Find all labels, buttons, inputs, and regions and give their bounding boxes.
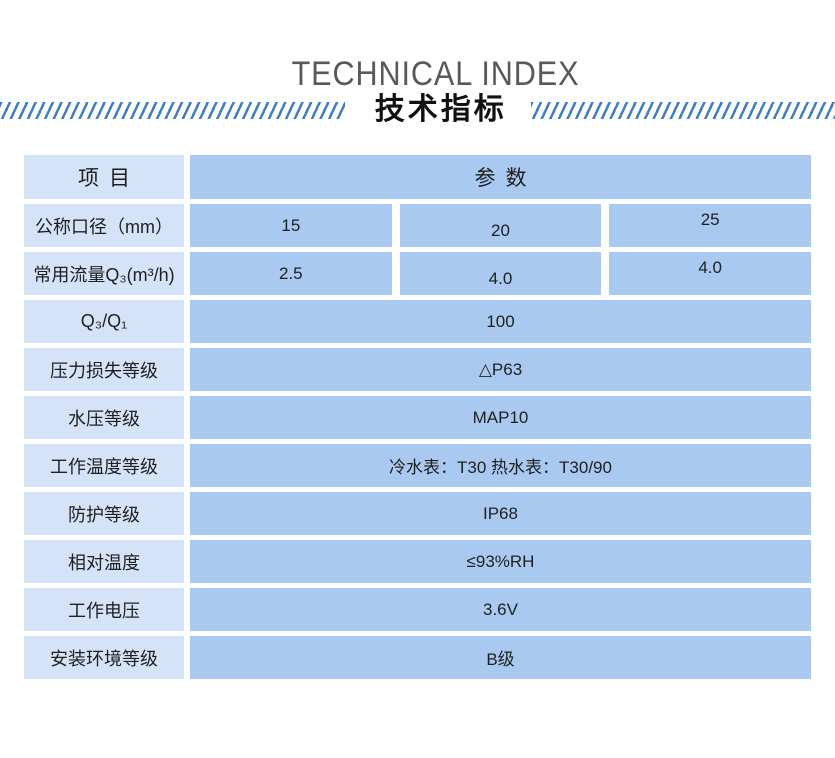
row-label: Q₃/Q₁ <box>24 300 184 343</box>
row-label: 常用流量Q₃(m³/h) <box>24 252 184 295</box>
table-row-nominal-diameter: 公称口径（mm） 15 20 25 <box>24 204 811 247</box>
row-value-cell: 2.5 <box>190 252 392 295</box>
row-value: △P63 <box>190 348 811 391</box>
table-row-installation-environment: 安装环境等级 B级 <box>24 636 811 679</box>
title-banner: 技术指标 <box>0 92 835 128</box>
table-row-pressure-loss: 压力损失等级 △P63 <box>24 348 811 391</box>
table-header-row: 项目 参数 <box>24 155 811 199</box>
row-label: 防护等级 <box>24 492 184 535</box>
row-value: MAP10 <box>190 396 811 439</box>
row-value-cell: 15 <box>190 204 392 247</box>
row-value-cell: 20 <box>399 204 602 247</box>
row-label: 公称口径（mm） <box>24 204 184 247</box>
row-value: IP68 <box>190 492 811 535</box>
row-label: 工作电压 <box>24 588 184 631</box>
table-row-water-pressure: 水压等级 MAP10 <box>24 396 811 439</box>
row-value-cell: 4.0 <box>609 252 811 295</box>
table-row-working-temperature: 工作温度等级 冷水表：T30 热水表：T30/90 <box>24 444 811 487</box>
table-row-protection-class: 防护等级 IP68 <box>24 492 811 535</box>
header-params-cell: 参数 <box>190 155 811 199</box>
row-value-cell: 25 <box>609 204 811 247</box>
row-value: 100 <box>190 300 811 343</box>
row-label: 水压等级 <box>24 396 184 439</box>
row-label: 工作温度等级 <box>24 444 184 487</box>
row-value: 3.6V <box>190 588 811 631</box>
row-label: 相对温度 <box>24 540 184 583</box>
header-item-cell: 项目 <box>24 155 184 199</box>
spec-table: 项目 参数 公称口径（mm） 15 20 25 常用流量Q₃(m³/h) 2.5… <box>24 155 811 679</box>
row-label: 安装环境等级 <box>24 636 184 679</box>
table-row-common-flow: 常用流量Q₃(m³/h) 2.5 4.0 4.0 <box>24 252 811 295</box>
page-title-zh: 技术指标 <box>374 93 507 126</box>
row-value: B级 <box>190 636 811 679</box>
row-value: 冷水表：T30 热水表：T30/90 <box>190 444 811 487</box>
table-row-working-voltage: 工作电压 3.6V <box>24 588 811 631</box>
row-value: ≤93%RH <box>190 540 811 583</box>
page-title-en: TECHNICAL INDEX <box>291 55 580 93</box>
row-value-cell: 4.0 <box>399 252 602 295</box>
table-row-relative-humidity: 相对温度 ≤93%RH <box>24 540 811 583</box>
table-row-q3-q1: Q₃/Q₁ 100 <box>24 300 811 343</box>
stripe-decoration-right-icon <box>530 101 835 119</box>
row-label: 压力损失等级 <box>24 348 184 391</box>
stripe-decoration-left-icon <box>0 101 345 119</box>
